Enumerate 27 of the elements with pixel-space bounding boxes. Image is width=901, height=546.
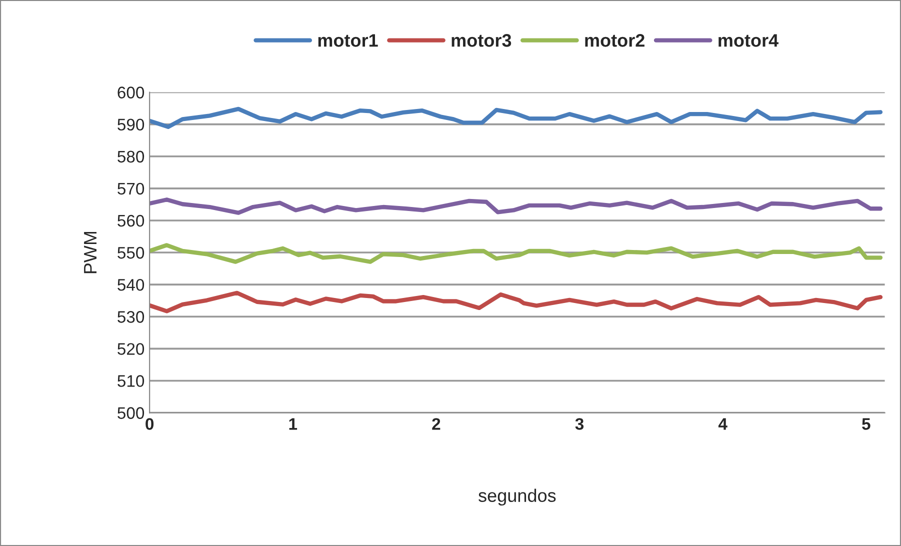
- y-tick-label: 520: [118, 343, 144, 355]
- y-tick-label: 600: [118, 86, 144, 98]
- x-tick-label: 2: [432, 418, 440, 430]
- x-tick-label: 1: [289, 418, 298, 430]
- y-tick-label: 550: [118, 246, 144, 259]
- x-tick-label: 3: [575, 418, 584, 430]
- line-series: [150, 243, 883, 264]
- y-tick-label: 540: [118, 278, 144, 291]
- legend-label: motor4: [718, 34, 778, 47]
- x-axis-title: segundos: [478, 488, 556, 506]
- y-tick-label: 570: [118, 182, 144, 195]
- x-tick-label: 4: [718, 418, 728, 430]
- x-tick-label: 0: [146, 418, 154, 430]
- y-tick-label: 580: [118, 150, 144, 163]
- y-tick-label: 590: [118, 118, 144, 131]
- y-axis-title: PWM: [84, 232, 96, 274]
- x-tick-label: 5: [862, 418, 870, 430]
- legend-label: motor1: [318, 34, 378, 47]
- y-tick-label: 530: [118, 311, 144, 323]
- line-series: [150, 198, 883, 215]
- y-tick-label: 500: [118, 407, 144, 419]
- legend-label: motor3: [452, 34, 512, 47]
- y-tick-label: 560: [118, 214, 144, 227]
- line-series: [150, 106, 883, 129]
- y-tick-label: 510: [118, 375, 144, 387]
- line-series: [150, 290, 883, 314]
- legend-label: motor2: [585, 34, 644, 47]
